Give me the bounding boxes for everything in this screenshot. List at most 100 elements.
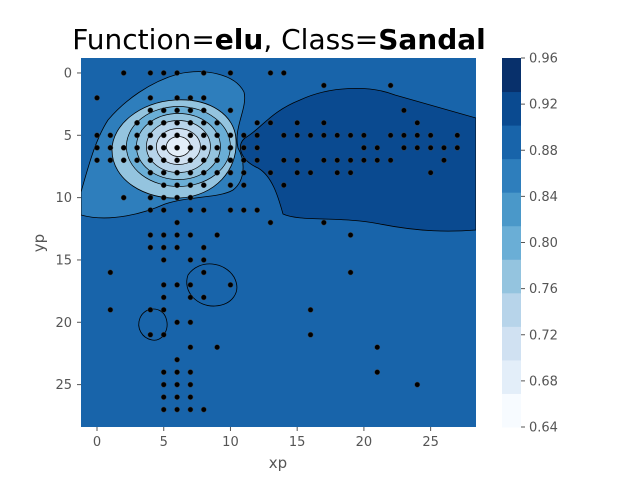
data-point [174,157,180,164]
data-point [160,119,167,126]
y-tick-label: 15 [55,253,72,268]
data-point [147,306,154,313]
data-point [240,144,247,151]
data-point [147,95,154,101]
data-point [107,306,114,313]
data-point [294,169,301,176]
data-point [280,182,287,189]
data-point [240,132,247,139]
data-point [174,219,180,226]
data-point [267,119,274,126]
data-point [441,157,447,164]
data-point [160,406,167,413]
data-point [374,144,381,151]
colorbar-tick-label: 0.76 [529,282,558,297]
data-point [187,194,194,201]
data-point [174,132,180,139]
colorbar-tick-label: 0.88 [529,144,558,159]
data-point [120,144,127,151]
data-point [414,381,421,388]
data-point [160,182,167,189]
data-point [294,119,301,126]
y-tick-label: 0 [64,66,72,81]
data-point [187,282,194,288]
data-point [160,144,167,151]
data-point [187,344,194,351]
data-point [334,157,341,164]
data-point [321,132,327,139]
data-point [227,70,234,76]
data-point [294,132,301,139]
data-point [147,70,154,76]
data-point [200,406,207,413]
data-point [187,157,194,164]
data-point [147,107,154,114]
data-point [174,244,180,251]
data-point [294,157,301,164]
data-point [227,182,234,189]
data-point [387,132,394,139]
data-point [134,119,140,126]
data-point [160,70,167,76]
data-point [227,107,234,114]
data-point [227,282,234,288]
data-point [147,169,154,176]
data-point [160,169,167,176]
data-point [160,294,167,301]
data-point [321,219,327,226]
data-point [401,144,407,151]
data-point [280,132,287,139]
data-point [160,244,167,251]
data-point [254,132,260,139]
data-point [134,144,140,151]
y-tick-label: 25 [55,378,72,393]
data-point [334,169,341,176]
data-point [94,95,100,101]
data-point [214,119,220,126]
data-point [160,194,167,201]
data-point [174,356,180,363]
data-point [427,169,434,176]
colorbar-segment [502,91,521,126]
data-point [200,107,207,114]
data-point [347,157,354,164]
data-point [160,107,167,114]
data-point [147,244,154,251]
data-point [307,132,314,139]
data-point [227,132,234,139]
data-point [454,144,461,151]
y-axis-label: yp [30,234,48,252]
data-point [107,132,114,139]
data-point [227,157,234,164]
data-point [240,169,247,176]
data-point [200,95,207,101]
data-point [160,157,167,164]
data-point [147,207,154,213]
data-point [227,207,234,213]
data-point [334,132,341,139]
data-point [200,182,207,189]
data-point [254,157,260,164]
data-point [160,132,167,139]
data-point [267,219,274,226]
data-point [174,282,180,288]
y-tick-label: 20 [55,316,72,331]
colorbar-tick-label: 0.84 [529,190,558,205]
data-point [280,157,287,164]
data-point [387,157,394,164]
title-prefix: Function= [72,23,215,56]
plot-area [81,58,476,427]
data-point [187,369,194,375]
data-point [200,169,207,176]
data-point [160,369,167,375]
data-point [160,282,167,288]
data-point [240,207,247,213]
data-point [174,70,180,76]
data-point [134,157,140,164]
data-point [214,157,220,164]
data-point [174,95,180,101]
data-point [174,144,180,151]
data-point [347,169,354,176]
data-point [147,119,154,126]
data-point [94,157,100,164]
